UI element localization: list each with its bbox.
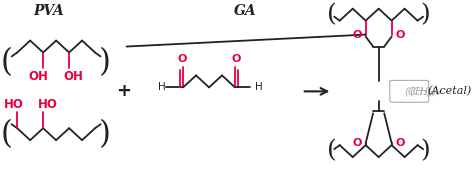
- Text: O: O: [177, 54, 187, 64]
- Text: (CH₂)₃: (CH₂)₃: [409, 86, 440, 96]
- Text: ): ): [420, 140, 430, 163]
- Text: HO: HO: [38, 98, 58, 111]
- FancyBboxPatch shape: [390, 80, 428, 102]
- Text: O: O: [353, 30, 362, 40]
- Text: (: (: [1, 119, 13, 150]
- Text: O: O: [395, 138, 405, 148]
- Text: O: O: [395, 30, 405, 40]
- Text: OH: OH: [64, 70, 84, 83]
- Text: (Acetal): (Acetal): [428, 86, 472, 96]
- Text: H: H: [158, 82, 165, 92]
- Text: O: O: [353, 138, 362, 148]
- Text: (CH₂)₃: (CH₂)₃: [405, 86, 436, 96]
- Text: (: (: [328, 3, 337, 26]
- Text: (: (: [1, 47, 13, 78]
- Text: +: +: [116, 82, 131, 100]
- Text: ): ): [420, 3, 430, 26]
- Text: OH: OH: [28, 70, 48, 83]
- Text: ): ): [99, 47, 110, 78]
- Text: H: H: [255, 82, 263, 92]
- Text: ): ): [99, 119, 110, 150]
- Text: (: (: [328, 140, 337, 163]
- Text: GA: GA: [234, 4, 256, 18]
- Text: PVA: PVA: [33, 4, 64, 18]
- Text: HO: HO: [3, 98, 23, 111]
- Text: O: O: [231, 54, 241, 64]
